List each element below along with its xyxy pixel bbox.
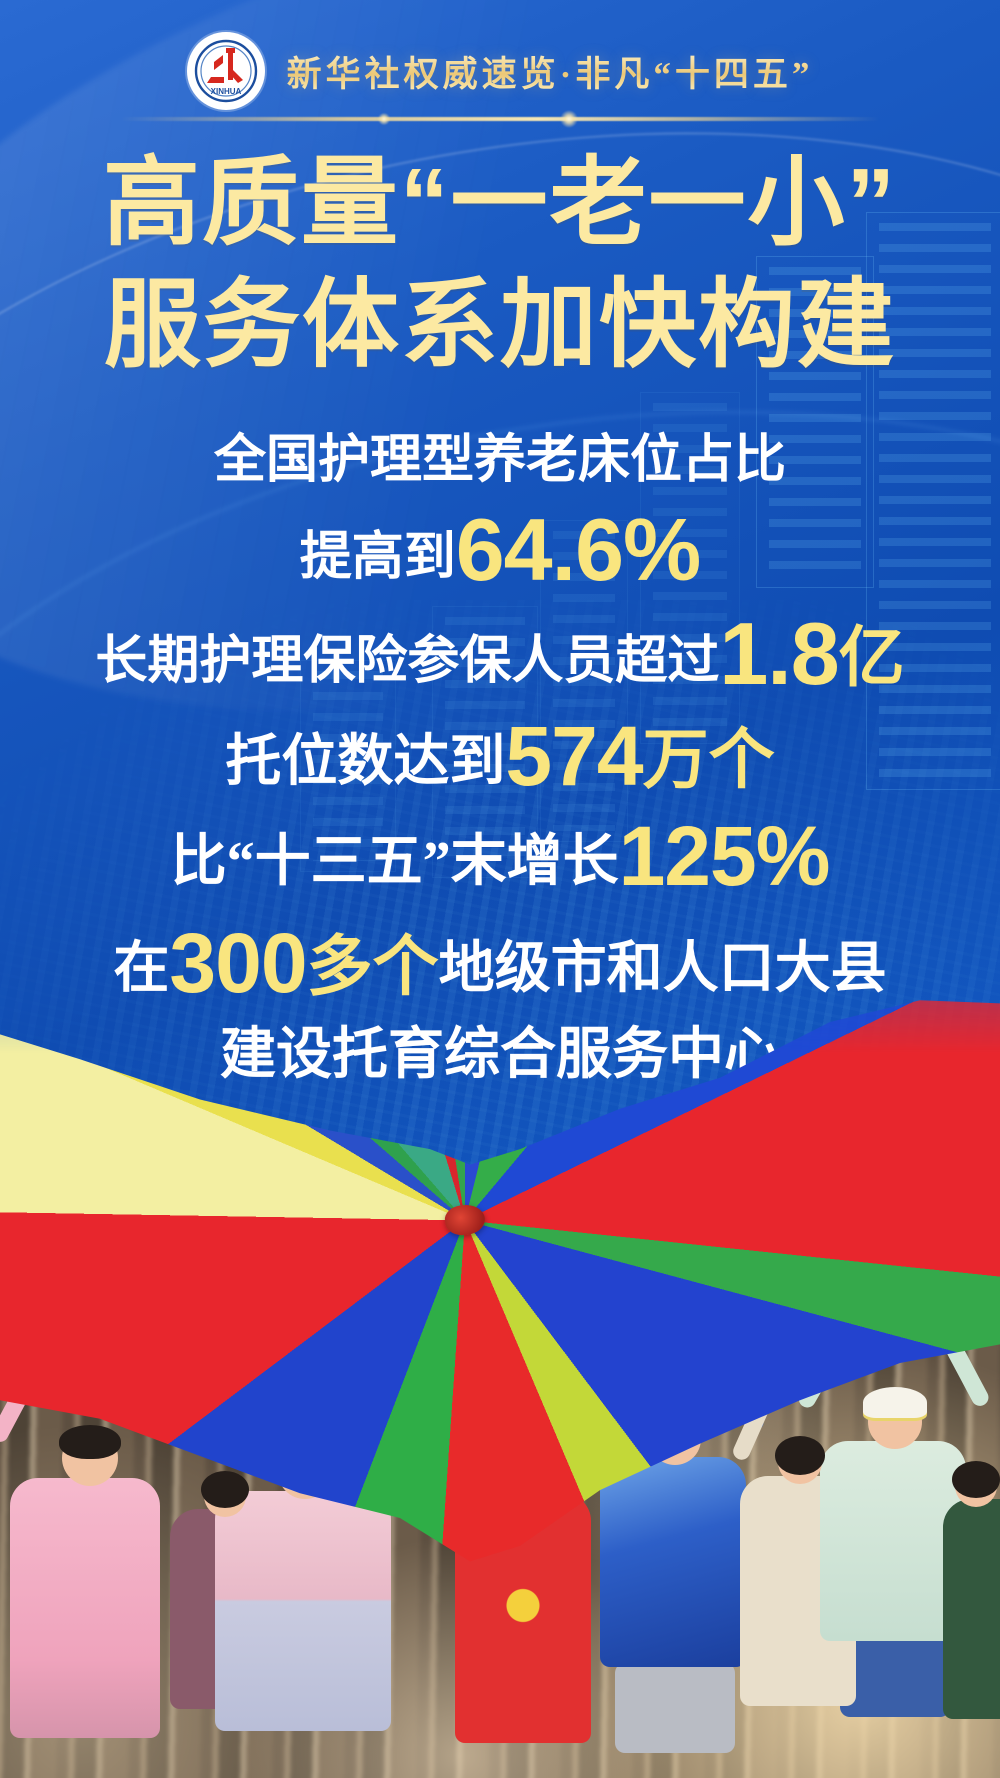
header-divider <box>120 110 880 128</box>
child-figure <box>943 1461 1000 1719</box>
child-jeans <box>840 1637 950 1717</box>
child-jacket <box>820 1441 966 1641</box>
xinhua-logo-icon: XINHUA <box>186 32 265 110</box>
child-cap <box>863 1387 927 1419</box>
stat-childcare-line2: 比“十三五”末增长125% <box>0 809 1000 903</box>
building-wireframe <box>300 660 396 872</box>
building-wireframe <box>866 212 1000 790</box>
stat-elderly-line3: 长期护理保险参保人员超过1.8亿 <box>0 604 1000 702</box>
stat-unit: 多个 <box>306 929 439 1003</box>
child-head <box>775 1436 825 1484</box>
xinhua-emblem: XINHUA <box>193 39 258 103</box>
stat-text: 长期护理保险参保人员超过 <box>95 633 720 690</box>
child-hair <box>775 1436 825 1475</box>
stat-text: 在 <box>113 938 170 1000</box>
stat-value-574: 574 <box>505 709 643 803</box>
child-jacket <box>600 1457 746 1667</box>
child-jacket <box>10 1478 160 1738</box>
child-head <box>201 1471 249 1517</box>
stat-text: 建设托育综合服务中心 <box>220 1024 780 1086</box>
stat-childcare-line3: 在300多个地级市和人口大县 <box>0 913 1000 1010</box>
stat-value-64-6: 64.6% <box>455 500 702 599</box>
stat-unit: 万个 <box>642 722 775 796</box>
stat-unit: 亿 <box>838 620 905 694</box>
header: XINHUA 新华社权威速览·非凡“十四五” <box>0 28 1000 114</box>
child-jacket <box>943 1499 1000 1719</box>
child-hair <box>201 1471 249 1508</box>
stat-text: 地级市和人口大县 <box>438 938 887 1000</box>
child-hair <box>59 1425 121 1459</box>
stats-elderly-care: 全国护理型养老床位占比 提高到64.6% 长期护理保险参保人员超过1.8亿 <box>0 424 1000 702</box>
building-wireframe <box>432 606 538 878</box>
stat-text: 全国护理型养老床位占比 <box>213 432 786 489</box>
stat-childcare-line4: 建设托育综合服务中心 <box>0 1016 1000 1094</box>
child-hair <box>952 1461 1000 1498</box>
poster-title: 高质量“一老一小” 服务体系加快构建 <box>0 142 1000 386</box>
child-jacket <box>215 1491 391 1731</box>
building-wireframe <box>540 520 628 842</box>
title-line-2: 服务体系加快构建 <box>104 270 896 379</box>
child-figure <box>0 1354 176 1738</box>
glow-spark <box>560 110 578 128</box>
building-wireframe <box>640 392 740 744</box>
stat-value-125: 125% <box>618 809 831 903</box>
child-head <box>59 1425 121 1486</box>
stat-childcare-line1: 托位数达到574万个 <box>0 706 1000 803</box>
svg-text:XINHUA: XINHUA <box>210 87 241 96</box>
parachute-knot <box>443 1202 487 1239</box>
header-brand-text: 新华社权威速览·非凡“十四五” <box>287 46 814 97</box>
child-head <box>863 1387 927 1449</box>
stat-elderly-line1: 全国护理型养老床位占比 <box>0 424 1000 498</box>
stat-text: 提高到 <box>299 529 456 586</box>
building-wireframe <box>756 256 874 588</box>
glow-spark <box>377 112 391 126</box>
stat-value-300: 300 <box>169 916 307 1010</box>
stat-text: 托位数达到 <box>225 731 506 793</box>
child-pants <box>615 1663 735 1753</box>
stat-value-1-8: 1.8 <box>719 604 839 703</box>
stat-text: 比“十三五”末增长 <box>170 831 619 893</box>
title-line-1: 高质量“一老一小” <box>103 148 897 257</box>
stats-childcare: 托位数达到574万个 比“十三五”末增长125% 在300多个地级市和人口大县 … <box>0 706 1000 1094</box>
stat-elderly-line2: 提高到64.6% <box>0 502 1000 598</box>
child-head <box>952 1461 1000 1507</box>
